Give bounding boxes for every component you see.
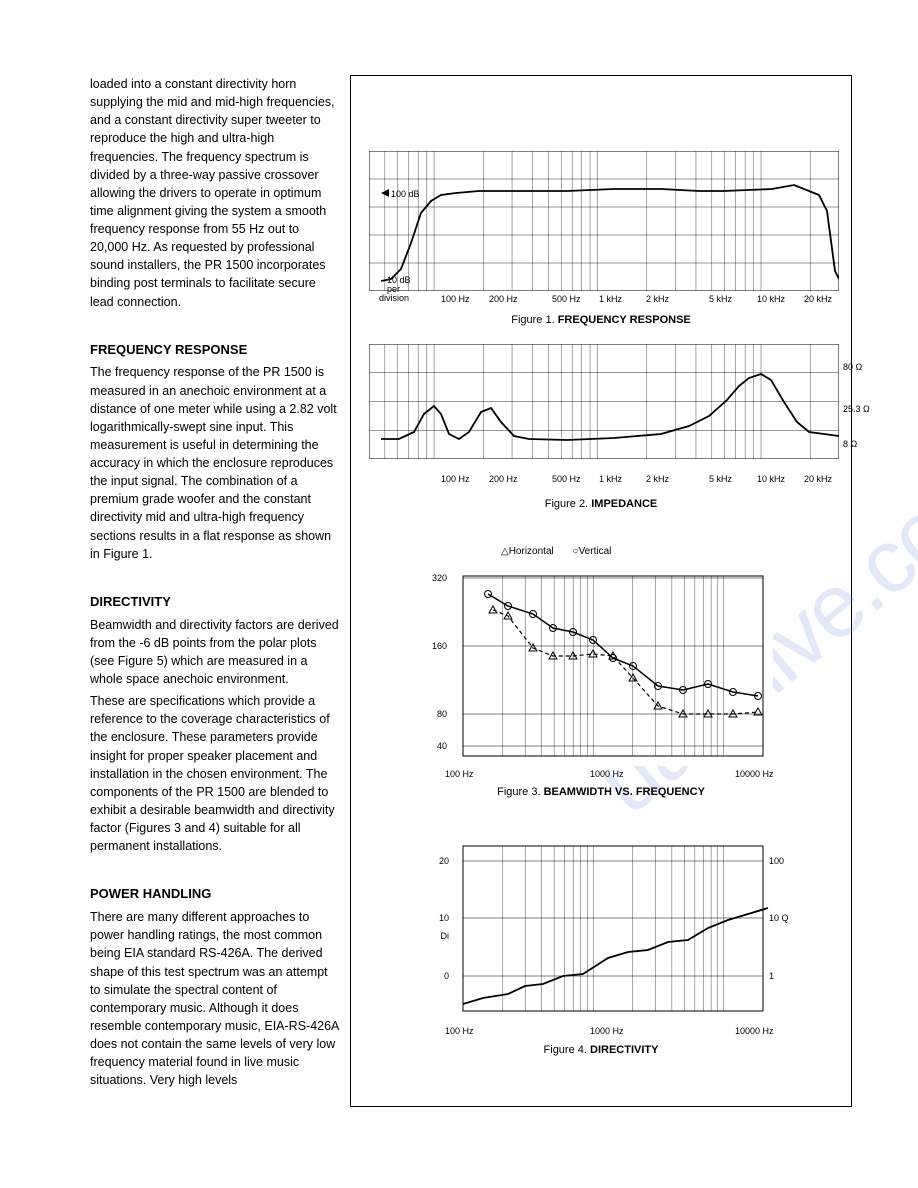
fig4-ytick-right: 10 Q	[769, 913, 789, 923]
fig1-xtick: 20 kHz	[804, 294, 832, 304]
intro-paragraph: loaded into a constant directivity horn …	[90, 75, 340, 311]
paragraph-frequency-response: The frequency response of the PR 1500 is…	[90, 363, 340, 562]
figure-4-caption: Figure 4. DIRECTIVITY	[351, 1044, 851, 1056]
fig2-xtick: 1 kHz	[599, 474, 622, 484]
heading-directivity: DIRECTIVITY	[90, 593, 340, 612]
fig2-xtick: 5 kHz	[709, 474, 732, 484]
fig1-xtick: 500 Hz	[552, 294, 581, 304]
fig2-xtick: 10 kHz	[757, 474, 785, 484]
fig4-ytick-left: 10	[427, 913, 449, 923]
figure-3-legend: △Horizontal ○Vertical	[501, 546, 611, 557]
heading-power-handling: POWER HANDLING	[90, 885, 340, 904]
left-text-column: loaded into a constant directivity horn …	[90, 75, 340, 1105]
fig4-ytick-right: 100	[769, 856, 784, 866]
figure-3-caption: Figure 3. BEAMWIDTH VS. FREQUENCY	[351, 786, 851, 798]
fig4-xtick: 100 Hz	[445, 1026, 474, 1036]
figure-1-caption: Figure 1. FREQUENCY RESPONSE	[351, 314, 851, 326]
fig3-xtick: 10000 Hz	[735, 769, 774, 779]
fig4-xtick: 1000 Hz	[590, 1026, 624, 1036]
fig4-xtick: 10000 Hz	[735, 1026, 774, 1036]
paragraph-directivity-b: These are specifications which provide a…	[90, 692, 340, 855]
fig3-xtick: 100 Hz	[445, 769, 474, 779]
fig4-ytick-left: 0	[427, 971, 449, 981]
fig2-xtick: 200 Hz	[489, 474, 518, 484]
paragraph-power-handling: There are many different approaches to p…	[90, 908, 340, 1089]
fig2-xtick: 500 Hz	[552, 474, 581, 484]
figure-4-directivity	[433, 836, 773, 1021]
fig1-xtick: 5 kHz	[709, 294, 732, 304]
fig1-xtick: 10 kHz	[757, 294, 785, 304]
fig1-xtick: 2 kHz	[646, 294, 669, 304]
heading-frequency-response: FREQUENCY RESPONSE	[90, 341, 340, 360]
fig1-xtick: 200 Hz	[489, 294, 518, 304]
paragraph-directivity-a: Beamwidth and directivity factors are de…	[90, 616, 340, 689]
figure-1-frequency-response: 100 dB	[369, 151, 839, 291]
fig3-ytick: 80	[423, 709, 447, 719]
fig4-ytick-right: 1	[769, 971, 774, 981]
fig3-ytick: 160	[423, 641, 447, 651]
svg-text:100 dB: 100 dB	[391, 189, 420, 199]
fig2-xtick: 100 Hz	[441, 474, 470, 484]
fig4-ytick-left: 20	[427, 856, 449, 866]
fig2-right-label: 8 Ω	[843, 439, 857, 449]
fig2-right-label: 80 Ω	[843, 362, 862, 372]
fig1-xtick: 1 kHz	[599, 294, 622, 304]
figure-3-beamwidth	[433, 566, 773, 766]
fig1-ylabel-line3: division	[379, 293, 409, 303]
fig1-xtick: 100 Hz	[441, 294, 470, 304]
fig3-ytick: 40	[423, 741, 447, 751]
fig2-xtick: 20 kHz	[804, 474, 832, 484]
figure-2-caption: Figure 2. IMPEDANCE	[351, 498, 851, 510]
fig2-right-label: 25.3 Ω	[843, 404, 870, 414]
figure-2-impedance	[369, 344, 839, 459]
fig3-xtick: 1000 Hz	[590, 769, 624, 779]
fig3-ytick: 320	[423, 573, 447, 583]
fig4-ytick-left: Di	[427, 931, 449, 941]
figures-panel: ualshive.co 100 dB 10 dB per division Fi…	[350, 75, 852, 1107]
fig2-xtick: 2 kHz	[646, 474, 669, 484]
